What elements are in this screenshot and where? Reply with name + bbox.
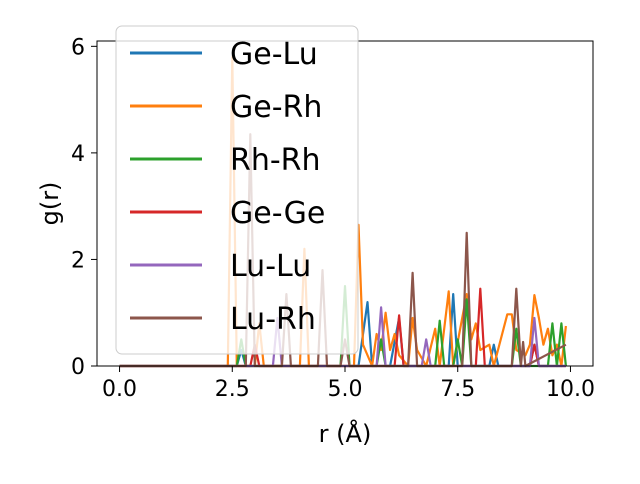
legend-entry: Ge-Ge	[130, 196, 325, 231]
legend-label: Ge-Ge	[230, 196, 325, 231]
legend-entry: Ge-Lu	[130, 37, 318, 72]
legend-label: Rh-Rh	[230, 143, 321, 178]
legend-label: Lu-Rh	[230, 302, 316, 337]
y-tick-label: 4	[71, 142, 85, 167]
x-axis-ticks: 0.0 2.5 5.0 7.5 10.0	[102, 366, 595, 402]
legend: Ge-Lu Ge-Rh Rh-Rh Ge-Ge Lu-Lu Lu-Rh	[115, 25, 359, 355]
legend-entry: Lu-Rh	[130, 302, 316, 337]
y-axis-label: g(r)	[36, 182, 64, 226]
x-axis-label: r (Å)	[319, 419, 372, 448]
legend-label: Lu-Lu	[230, 249, 311, 284]
legend-label: Ge-Rh	[230, 90, 322, 125]
legend-label: Ge-Lu	[230, 37, 318, 72]
legend-entry: Lu-Lu	[130, 249, 311, 284]
x-tick-label: 7.5	[440, 377, 475, 402]
legend-entry: Ge-Rh	[130, 90, 322, 125]
y-tick-label: 2	[71, 248, 85, 273]
x-tick-label: 2.5	[215, 377, 250, 402]
x-tick-label: 5.0	[328, 377, 363, 402]
legend-entry: Rh-Rh	[130, 143, 321, 178]
x-tick-label: 10.0	[546, 377, 595, 402]
y-tick-label: 6	[71, 35, 85, 60]
y-axis-ticks: 0 2 4 6	[71, 35, 97, 380]
y-tick-label: 0	[71, 355, 85, 380]
x-tick-label: 0.0	[102, 377, 137, 402]
legend-box	[115, 25, 359, 355]
